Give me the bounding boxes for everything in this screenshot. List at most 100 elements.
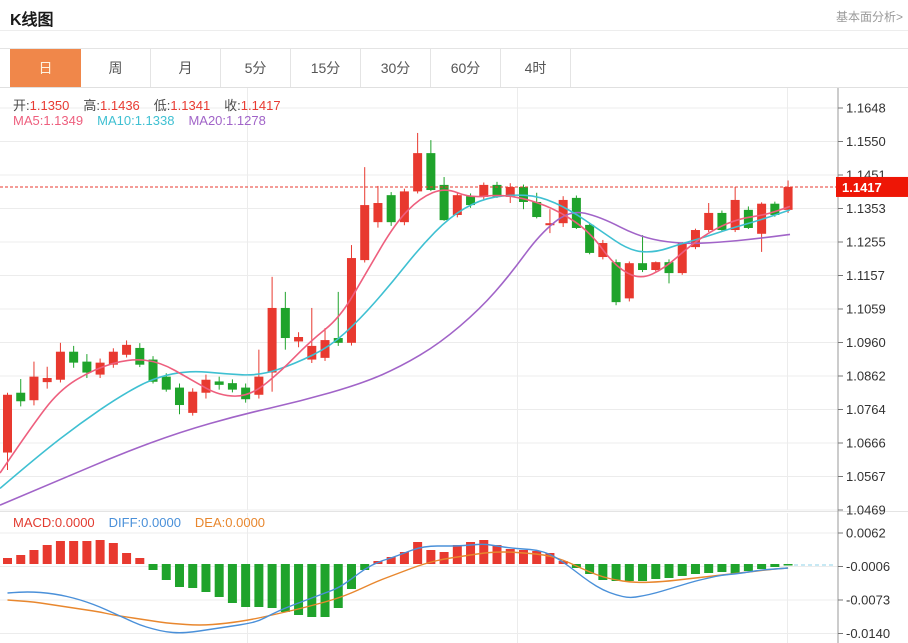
axis-tick-label: 0.0062 [846,526,886,541]
macd-bar [585,564,595,574]
axis-tick-label: 1.1059 [846,302,886,317]
tab-日[interactable]: 日 [10,49,81,87]
macd-bar [16,555,26,564]
tab-5分[interactable]: 5分 [221,49,291,87]
candle-body [69,351,79,363]
macd-bar [82,541,92,564]
candle-body [201,379,211,393]
macd-bar [439,552,449,564]
tab-30分[interactable]: 30分 [361,49,431,87]
last-price-badge-text: 1.1417 [842,180,882,195]
macd-bar [267,564,277,608]
interval-tabbar: 日周月 5分 15分 30分 60分 4时 [0,48,908,88]
candle-body [386,195,396,223]
macd-bar [717,564,727,572]
macd-bar [730,564,740,574]
header: K线图 基本面分析> [0,0,908,31]
tab-周[interactable]: 周 [81,49,151,87]
chart-area: 1.1648 1.1550 1.1451 1.1353 1.1255 1.1157 1.10… [0,88,908,643]
ohlc-legend: 开:1.1350 高:1.1436 低:1.1341 收:1.1417 [13,95,295,114]
ma20-line [0,211,791,506]
macd-bar [479,540,489,564]
macd-bar [320,564,330,617]
tab-15分[interactable]: 15分 [291,49,361,87]
macd-bar [360,564,370,570]
macd-bar [466,542,476,564]
candle-body [122,344,132,355]
fundamental-analysis-link[interactable]: 基本面分析> [835,10,903,24]
candle-body [307,345,317,360]
macd-bar [3,558,12,564]
macd-bar [294,564,304,615]
macd-bar [770,564,780,567]
candle-body [545,223,555,226]
candle-body [413,153,423,192]
candle-body [505,186,515,197]
axis-tick-label: 1.1648 [846,101,886,116]
macd-bar [611,564,621,581]
macd-legend: MACD:0.0000 DIFF:0.0000 DEA:0.0000 [13,515,279,530]
macd-bar [161,564,171,580]
candle-body [664,262,674,274]
legend-item-low: 低:1.1341 [153,98,211,113]
candle-body [585,224,595,253]
macd-bar [704,564,714,573]
legend-item-ma10: MA10:1.1338 [97,113,175,128]
macd-bar [333,564,343,608]
legend-item-close: 收:1.1417 [224,98,281,113]
legend-item-macd: MACD:0.0000 [13,515,95,530]
macd-bar [545,553,555,564]
tab-月[interactable]: 月 [151,49,221,87]
macd-bar [690,564,700,574]
tab-60分[interactable]: 60分 [431,49,501,87]
candle-body [333,338,343,343]
candle-body [730,199,740,231]
axis-tick-label: -0.0006 [846,559,890,574]
candle-body [188,391,198,413]
macd-bar [743,564,753,571]
candle-body [108,351,118,365]
candle-body [783,186,793,210]
tab-4时[interactable]: 4时 [501,49,571,87]
candle-body [690,230,700,248]
macd-bar [108,543,118,564]
candle-body [55,351,65,380]
legend-item-open: 开:1.1350 [13,98,70,113]
candle-body [360,205,370,261]
candle-body [82,361,92,373]
candle-body [638,263,648,271]
macd-bar [95,540,105,564]
axis-tick-label: 1.1550 [846,134,886,149]
macd-bar [201,564,211,592]
kline-chart-canvas[interactable]: 1.16481.15501.14511.13531.12551.11571.10… [0,88,908,643]
macd-bar [664,564,674,578]
macd-bar [214,564,224,597]
macd-bar [651,564,661,579]
macd-bar [492,545,502,564]
macd-bar [307,564,317,617]
candle-body [492,184,502,197]
candle-body [135,347,145,365]
candle-body [651,262,661,271]
macd-bar [598,564,608,580]
candle-body [624,263,634,299]
axis-tick-label: 1.0764 [846,402,886,417]
candle-body [373,203,383,223]
legend-item-ma5: MA5:1.1349 [13,113,84,128]
macd-bar [757,564,767,569]
axis-tick-label: 1.0960 [846,335,886,350]
candle-body [42,378,52,383]
macd-bar [783,564,793,566]
axis-tick-label: -0.0140 [846,626,890,641]
macd-bar [532,551,542,564]
candle-body [466,196,476,206]
candle-body [280,307,290,339]
candle-body [161,376,171,390]
ma-legend: MA5:1.1349 MA10:1.1338 MA20:1.1278 [13,113,280,128]
macd-bar [29,550,39,564]
macd-bar [638,564,648,581]
macd-bar [386,557,396,564]
axis-tick-label: -0.0073 [846,593,890,608]
macd-bar [55,541,65,564]
ma10-line [0,194,791,490]
